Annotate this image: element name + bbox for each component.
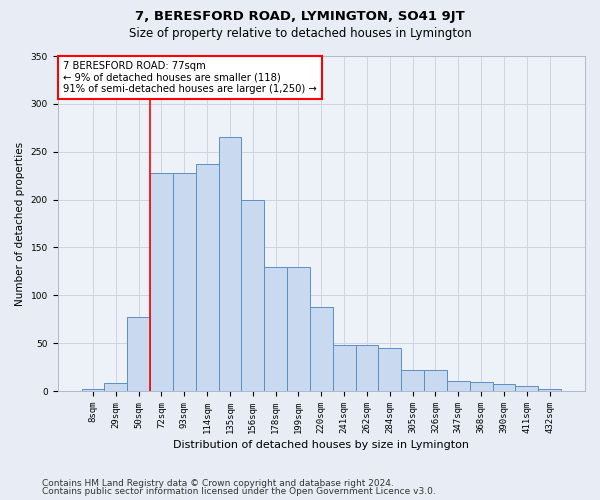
Bar: [447, 380, 470, 391]
Bar: [356, 345, 379, 391]
Bar: [218, 138, 241, 391]
Bar: [104, 384, 127, 391]
Bar: [150, 173, 173, 391]
Bar: [287, 266, 310, 391]
Bar: [332, 345, 356, 391]
Bar: [196, 164, 218, 391]
Bar: [401, 370, 424, 391]
Bar: [264, 266, 287, 391]
Text: 7 BERESFORD ROAD: 77sqm
← 9% of detached houses are smaller (118)
91% of semi-de: 7 BERESFORD ROAD: 77sqm ← 9% of detached…: [63, 61, 317, 94]
Bar: [173, 173, 196, 391]
Text: Contains public sector information licensed under the Open Government Licence v3: Contains public sector information licen…: [42, 487, 436, 496]
Text: 7, BERESFORD ROAD, LYMINGTON, SO41 9JT: 7, BERESFORD ROAD, LYMINGTON, SO41 9JT: [135, 10, 465, 23]
Bar: [515, 386, 538, 391]
Bar: [424, 370, 447, 391]
Bar: [310, 307, 332, 391]
Bar: [379, 348, 401, 391]
Text: Size of property relative to detached houses in Lymington: Size of property relative to detached ho…: [128, 28, 472, 40]
Bar: [493, 384, 515, 391]
Bar: [241, 200, 264, 391]
Bar: [82, 389, 104, 391]
Text: Contains HM Land Registry data © Crown copyright and database right 2024.: Contains HM Land Registry data © Crown c…: [42, 478, 394, 488]
X-axis label: Distribution of detached houses by size in Lymington: Distribution of detached houses by size …: [173, 440, 469, 450]
Bar: [470, 382, 493, 391]
Bar: [538, 389, 561, 391]
Bar: [127, 318, 150, 391]
Y-axis label: Number of detached properties: Number of detached properties: [15, 142, 25, 306]
